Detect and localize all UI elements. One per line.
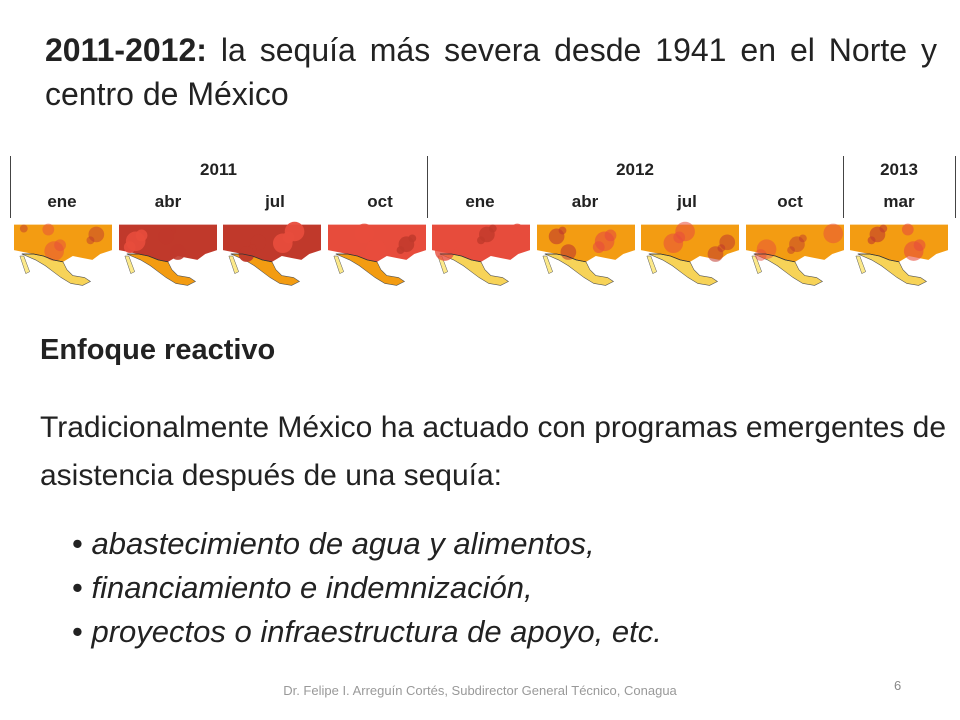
bullet-list: abastecimiento de agua y alimentos, fina…	[72, 522, 662, 654]
drought-map	[536, 224, 635, 286]
drought-map	[432, 223, 530, 286]
drought-map	[641, 221, 739, 286]
month-label: oct	[777, 192, 803, 211]
footer-credit: Dr. Felipe I. Arreguín Cortés, Subdirect…	[283, 683, 677, 698]
month-label: jul	[265, 192, 285, 211]
slide-title: 2011-2012: la sequía más severa desde 19…	[45, 28, 937, 116]
month-label: mar	[883, 192, 915, 211]
body-paragraph: Tradicionalmente México ha actuado con p…	[40, 411, 947, 492]
list-item: abastecimiento de agua y alimentos,	[72, 522, 662, 566]
drought-map	[850, 223, 948, 286]
list-item: proyectos o infraestructura de apoyo, et…	[72, 610, 661, 654]
section-heading: Enfoque reactivo	[40, 334, 276, 366]
timeline-divider	[955, 156, 956, 218]
month-label: jul	[677, 192, 697, 211]
drought-timeline: 2011 2012 2013 ene abr jul oct ene abr j…	[10, 156, 956, 218]
title-text: la sequía más severa desde 1941 en el No…	[45, 32, 937, 112]
year-label: 2011	[200, 160, 237, 179]
year-label: 2012	[616, 160, 654, 179]
drought-map	[223, 221, 321, 286]
month-label: ene	[47, 192, 77, 211]
drought-map	[118, 224, 217, 286]
timeline-divider	[843, 156, 844, 218]
drought-map	[14, 223, 112, 286]
drought-map	[327, 223, 426, 286]
title-years: 2011-2012:	[45, 32, 207, 68]
timeline-divider	[427, 156, 428, 218]
month-label: abr	[571, 192, 599, 211]
timeline-divider	[10, 156, 11, 218]
drought-maps-strip	[14, 220, 954, 292]
month-label: oct	[367, 192, 393, 211]
page-number: 6	[894, 678, 902, 693]
month-label: ene	[465, 192, 495, 211]
year-label: 2013	[880, 160, 918, 179]
list-item: financiamiento e indemnización,	[72, 566, 662, 610]
month-label: abr	[154, 192, 182, 211]
drought-map	[745, 223, 844, 286]
